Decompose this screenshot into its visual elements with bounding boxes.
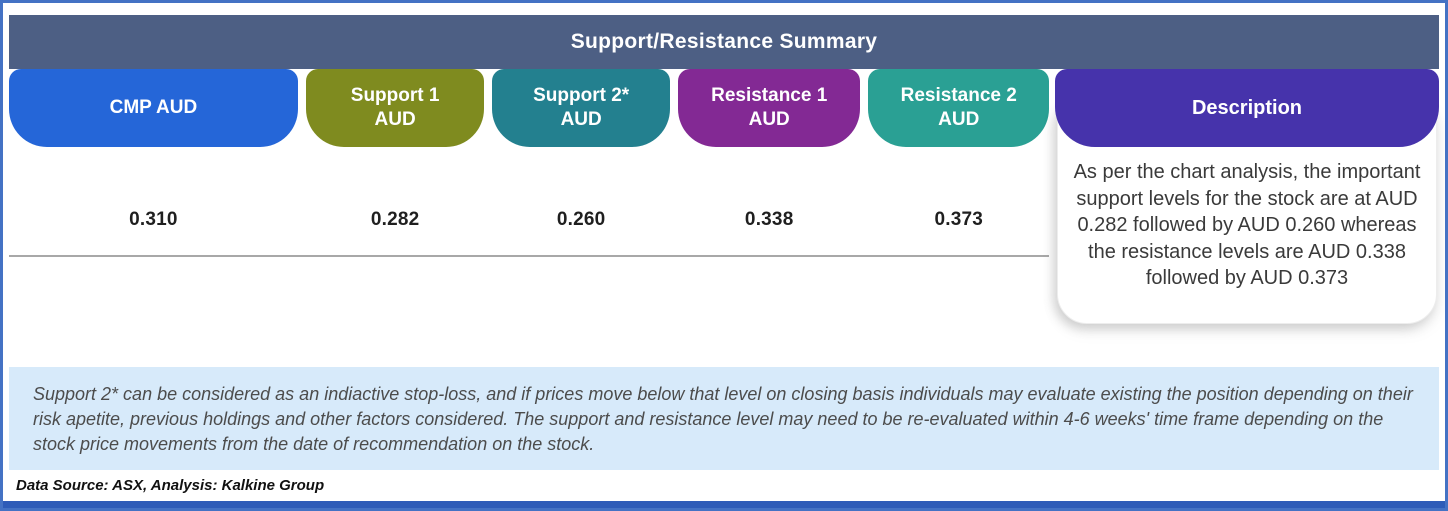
value-support-2: 0.260 [556,209,606,230]
summary-header-bar: Support/Resistance Summary [9,15,1439,69]
value-support-1: 0.282 [370,209,420,230]
column-header-label: CMP AUD [109,97,198,119]
column-header-label: AUD [748,109,790,130]
stop-loss-note-box: Support 2* can be considered as an india… [9,367,1439,471]
column-header-label: Support 1 [350,85,440,107]
column-header-label: AUD [374,109,416,130]
table-left-columns: CMP AUD Support 1 AUD Support 2* AUD Res… [9,69,1049,257]
description-column: Description As per the chart analysis, t… [1055,69,1439,324]
column-header-label: AUD [560,109,602,130]
column-header-label: Description [1191,96,1303,119]
column-header-label: Support 2* [533,85,630,107]
column-header-label: Resistance 2 [900,85,1017,107]
value-resistance-2: 0.373 [934,209,983,230]
column-header-resistance-2: Resistance 2 AUD [868,69,1049,147]
column-header-label: AUD [938,109,980,130]
summary-title: Support/Resistance Summary [570,30,878,53]
column-header-label: Resistance 1 [711,85,828,107]
column-header-support-1: Support 1 AUD [305,69,485,147]
value-cmp-aud: 0.310 [129,209,178,230]
table-grid: CMP AUD Support 1 AUD Support 2* AUD Res… [9,69,1439,324]
column-header-cmp-aud: CMP AUD [9,69,298,147]
stop-loss-note-text: Support 2* can be considered as an india… [33,384,1413,454]
data-source-text: Data Source: ASX, Analysis: Kalkine Grou… [16,477,325,495]
bottom-accent-bar [3,501,1445,508]
description-text: As per the chart analysis, the important… [1073,161,1421,290]
column-headers-row: CMP AUD Support 1 AUD Support 2* AUD Res… [9,69,1049,147]
value-resistance-1: 0.338 [744,209,794,230]
column-header-resistance-1: Resistance 1 AUD [677,69,861,147]
column-header-support-2: Support 2* AUD [492,69,670,147]
column-header-description: Description [1055,69,1439,147]
values-row: 0.310 0.282 0.260 0.338 0.373 [9,147,1049,257]
